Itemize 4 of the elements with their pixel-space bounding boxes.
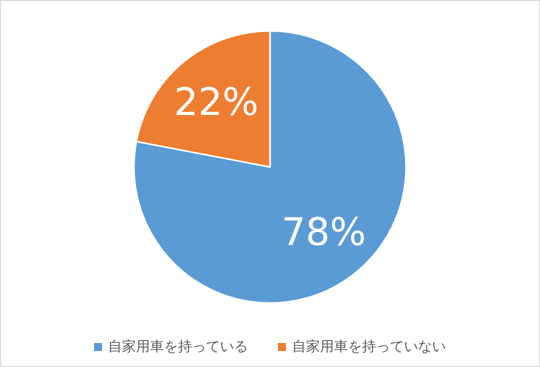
legend-label: 自家用車を持っている <box>108 339 248 355</box>
legend-label: 自家用車を持っていない <box>292 339 446 355</box>
data-label: 78% <box>282 210 366 254</box>
data-label: 22% <box>174 80 258 124</box>
